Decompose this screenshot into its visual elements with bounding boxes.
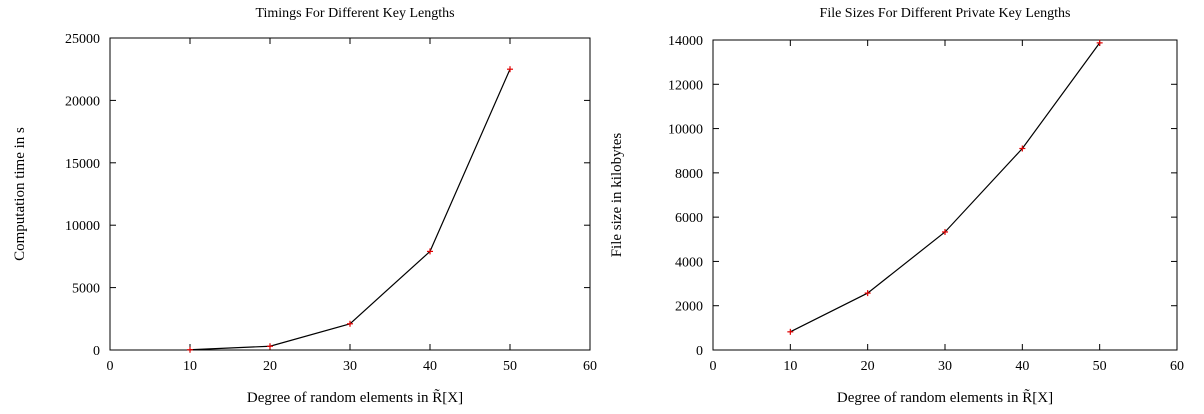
x-tick-label: 40 <box>423 359 437 374</box>
x-tick-label: 10 <box>783 359 797 374</box>
y-tick-label: 25000 <box>65 32 100 47</box>
x-axis-label: Degree of random elements in R̃[X] <box>837 389 1053 406</box>
y-tick-label: 8000 <box>675 167 703 182</box>
x-tick-label: 50 <box>503 359 517 374</box>
y-tick-label: 4000 <box>675 255 703 270</box>
data-point <box>787 328 794 335</box>
chart-title: Timings For Different Key Lengths <box>255 6 454 21</box>
series-line <box>790 42 1101 333</box>
data-point <box>864 290 871 297</box>
axis-ticks <box>109 37 591 351</box>
chart-title: File Sizes For Different Private Key Len… <box>820 6 1071 21</box>
x-tick-labels: 0 10 20 30 40 50 60 <box>710 359 1185 374</box>
x-tick-labels: 0 10 20 30 40 50 60 <box>107 359 598 374</box>
data-point <box>942 228 948 235</box>
y-tick-label: 10000 <box>668 123 703 138</box>
x-tick-label: 40 <box>1015 359 1029 374</box>
data-point <box>187 346 193 353</box>
x-tick-label: 60 <box>583 359 597 374</box>
series-markers <box>187 66 513 353</box>
y-tick-label: 12000 <box>668 78 703 93</box>
y-axis-label: File size in kilobytes <box>609 133 625 258</box>
y-tick-labels: 0 2000 4000 6000 8000 10000 12000 14000 <box>668 34 703 359</box>
data-point <box>347 320 353 327</box>
plot-frame <box>109 37 591 351</box>
y-tick-label: 0 <box>93 344 100 359</box>
data-point <box>1019 145 1026 152</box>
axis-ticks <box>712 39 1178 351</box>
x-tick-label: 0 <box>710 359 717 374</box>
series-lines <box>189 68 511 351</box>
x-tick-label: 20 <box>861 359 875 374</box>
y-tick-label: 2000 <box>675 300 703 315</box>
y-tick-label: 14000 <box>668 34 703 49</box>
y-tick-label: 0 <box>696 344 703 359</box>
x-tick-label: 30 <box>343 359 357 374</box>
x-axis-label: Degree of random elements in R̃[X] <box>247 389 463 406</box>
x-tick-label: 0 <box>107 359 114 374</box>
y-tick-labels: 0 5000 10000 15000 20000 25000 <box>65 32 100 359</box>
series-line <box>189 68 511 351</box>
series-lines <box>790 42 1101 333</box>
x-tick-label: 60 <box>1170 359 1184 374</box>
x-tick-label: 10 <box>183 359 197 374</box>
plot-frame <box>712 39 1178 351</box>
data-point <box>427 248 433 255</box>
y-tick-label: 15000 <box>65 157 100 172</box>
series-markers <box>787 39 1103 335</box>
y-axis-label: Computation time in s <box>12 127 28 261</box>
data-point <box>267 343 273 350</box>
data-point <box>507 66 513 73</box>
y-tick-label: 6000 <box>675 211 703 226</box>
y-tick-label: 20000 <box>65 94 100 109</box>
x-tick-label: 50 <box>1093 359 1107 374</box>
x-tick-label: 30 <box>938 359 952 374</box>
file-sizes-chart: File Sizes For Different Private Key Len… <box>609 6 1184 406</box>
timings-chart: Timings For Different Key Lengths 0 10 20 3… <box>12 6 597 406</box>
data-point <box>1096 39 1103 46</box>
y-tick-label: 5000 <box>72 282 100 297</box>
x-tick-label: 20 <box>263 359 277 374</box>
y-tick-label: 10000 <box>65 219 100 234</box>
